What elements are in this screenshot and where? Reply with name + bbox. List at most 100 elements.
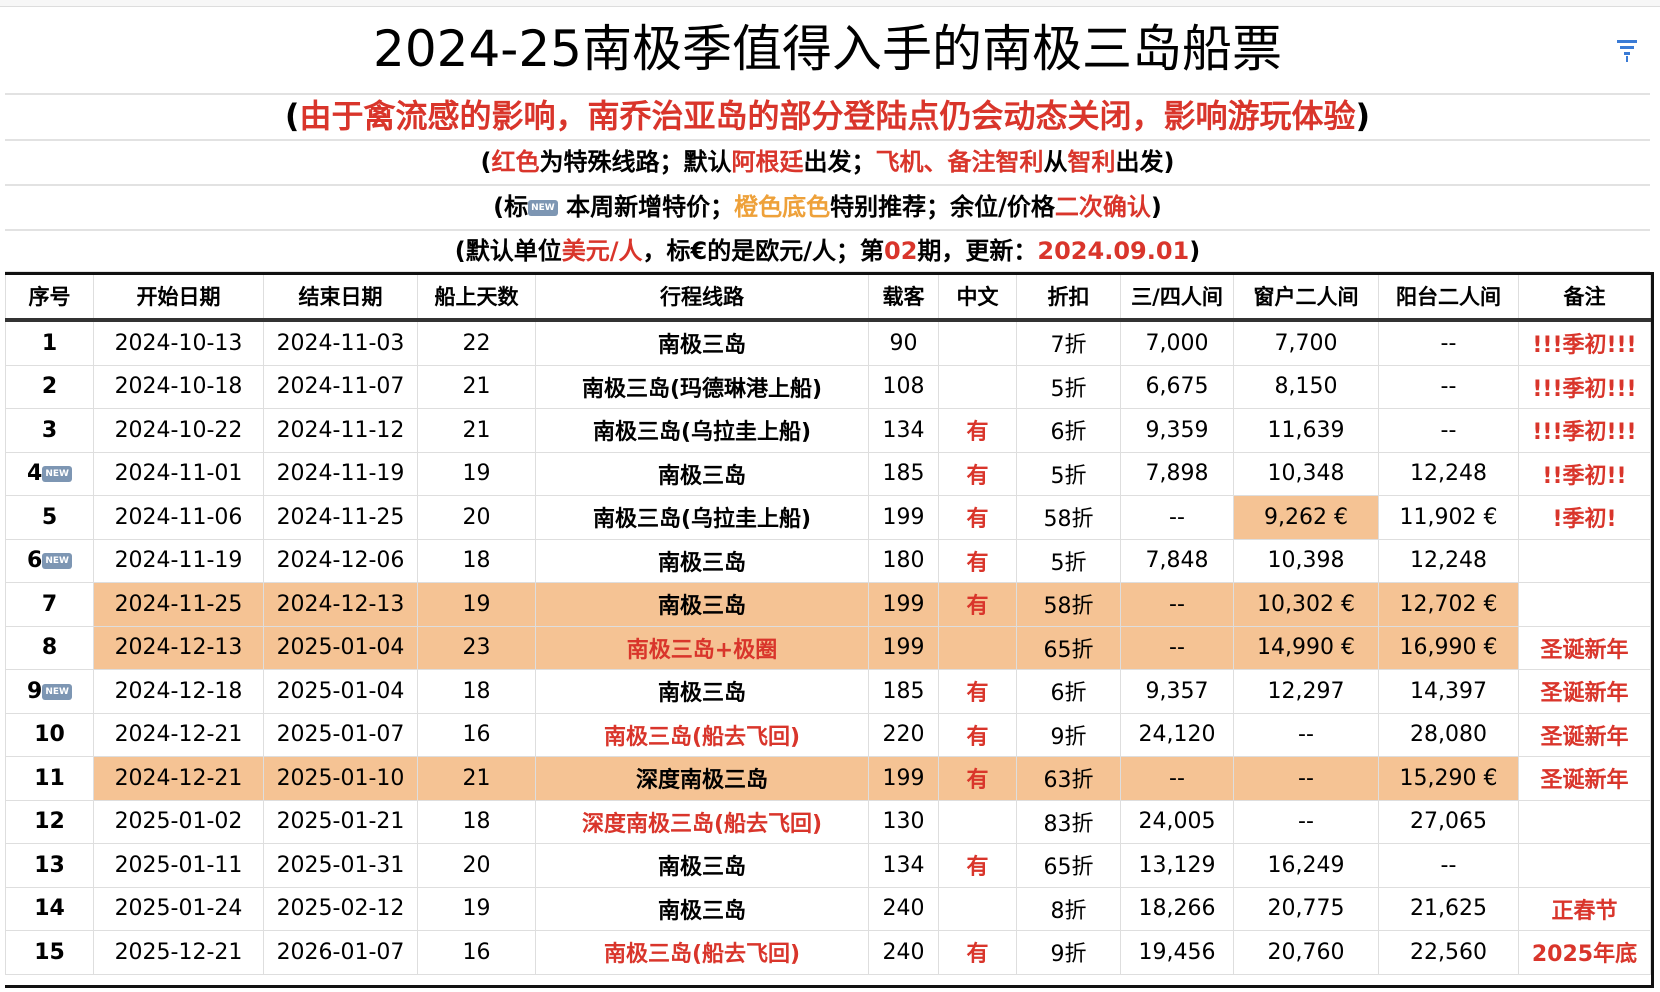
chinese-value: 有 (966, 550, 989, 576)
window-double-value: 10,348 (1267, 461, 1345, 487)
cell-chinese (938, 886, 1017, 931)
cell-remark (1518, 843, 1651, 888)
cell-quad-room: -- (1120, 495, 1234, 540)
bird-flu-text: 由于禽流感的影响，南乔治亚岛的部分登陆点仍会动态关闭，影响游玩体验 (299, 97, 1356, 135)
header-quad-room[interactable]: 三/四人间 (1120, 273, 1234, 322)
window-double-value: 20,775 (1267, 896, 1345, 922)
table-row[interactable]: 11 2024-12-21 2025-01-10 21 深度南极三岛 199 有 63折 -- -… (5, 756, 1651, 801)
cell-chinese: 有 (938, 495, 1017, 540)
end-date-value: 2025-01-07 (276, 722, 405, 748)
header-end-date[interactable]: 结束日期 (263, 273, 418, 322)
table-row[interactable]: 13 2025-01-11 2025-01-31 20 南极三岛 134 有 65折 13,12… (5, 843, 1651, 888)
no-value: 12 (34, 809, 65, 835)
end-date-value: 2024-11-03 (276, 330, 405, 356)
cell-passengers: 240 (868, 930, 939, 975)
table-header-row: 序号 开始日期 结束日期 船上天数 行程线路 载客 中文 折扣 三/四人间 窗户二人间 阳台二人间备… (5, 273, 1651, 322)
table-row[interactable]: 14 2025-01-24 2025-02-12 19 南极三岛 240 8折 18,266 2… (5, 886, 1651, 931)
passengers-value: 199 (882, 591, 925, 617)
cell-chinese (938, 364, 1017, 409)
cell-route: 南极三岛 (535, 843, 869, 888)
cell-days: 21 (417, 756, 536, 801)
cell-balcony-double: 12,702 € (1378, 582, 1519, 627)
days-value: 18 (462, 548, 491, 574)
table-row[interactable]: 1 2024-10-13 2024-11-03 22 南极三岛 90 7折 7,000 7,70… (5, 319, 1651, 366)
table-row[interactable]: 8 2024-12-13 2025-01-04 23 南极三岛+极圈 199 65折 -- 14… (5, 625, 1651, 670)
cell-window-double: -- (1233, 756, 1379, 801)
table-row[interactable]: 4 NEW 2024-11-01 2024-11-19 19 南极三岛 185 有 5折 7,89… (5, 451, 1651, 496)
header-days[interactable]: 船上天数 (417, 273, 536, 322)
cell-days: 19 (417, 886, 536, 931)
text: 橙色底色 (734, 193, 831, 221)
cell-chinese (938, 625, 1017, 670)
cell-balcony-double: 22,560 (1378, 930, 1519, 975)
chinese-value: 有 (966, 768, 989, 794)
cell-balcony-double: 16,990 € (1378, 625, 1519, 670)
table-row[interactable]: 7 2024-11-25 2024-12-13 19 南极三岛 199 有 58折 -- 10,3… (5, 582, 1651, 627)
text: ) (1189, 237, 1201, 265)
passengers-value: 199 (882, 765, 925, 791)
cell-window-double: -- (1233, 799, 1379, 844)
days-value: 22 (462, 330, 491, 356)
header-passengers[interactable]: 载客 (868, 273, 939, 322)
cell-discount: 65折 (1016, 625, 1121, 670)
header-no[interactable]: 序号 (5, 273, 94, 322)
table-row[interactable]: 12 2025-01-02 2025-01-21 18 深度南极三岛(船去飞回) 130 8… (5, 799, 1651, 844)
quad-room-value: 9,357 (1145, 678, 1209, 704)
table-row[interactable]: 15 2025-12-21 2026-01-07 16 南极三岛(船去飞回) 240 有 9折… (5, 930, 1651, 975)
cell-days: 19 (417, 451, 536, 496)
cell-end-date: 2025-01-10 (263, 756, 418, 801)
no-value: 6 (27, 548, 43, 574)
cell-window-double: 10,348 (1233, 451, 1379, 496)
table-row[interactable]: 2 2024-10-18 2024-11-07 21 南极三岛(玛德琳港上船) 108 5折… (5, 364, 1651, 409)
no-value: 5 (41, 504, 58, 530)
header-window-double[interactable]: 窗户二人间 (1233, 273, 1379, 322)
window-double-value: 11,639 (1267, 417, 1345, 443)
route-value: 南极三岛 (657, 333, 746, 359)
passengers-value: 199 (882, 504, 925, 530)
chinese-value: 有 (966, 681, 989, 707)
cell-balcony-double: 12,248 (1378, 538, 1519, 583)
cell-route: 南极三岛(乌拉圭上船) (535, 495, 869, 540)
no-value: 15 (34, 939, 65, 965)
header-discount[interactable]: 折扣 (1016, 273, 1121, 322)
table-row[interactable]: 6 NEW 2024-11-19 2024-12-06 18 南极三岛 180 有 5折 7,84… (5, 538, 1651, 583)
cell-start-date: 2025-01-11 (93, 843, 264, 888)
filter-icon[interactable] (1615, 38, 1639, 62)
text: 特别推荐；余位/价格 (830, 193, 1055, 221)
end-date-value: 2024-11-25 (276, 504, 405, 530)
cell-discount: 83折 (1016, 799, 1121, 844)
cell-end-date: 2024-11-03 (263, 319, 418, 366)
cell-quad-room: 9,357 (1120, 669, 1234, 714)
table-row[interactable]: 3 2024-10-22 2024-11-12 21 南极三岛(乌拉圭上船) 134 有 6折… (5, 408, 1651, 453)
header-start-date[interactable]: 开始日期 (93, 273, 264, 322)
cell-passengers: 199 (868, 756, 939, 801)
header-remark[interactable]: 备注 (1518, 273, 1651, 322)
window-double-value: -- (1298, 722, 1314, 748)
days-value: 16 (462, 939, 491, 965)
cell-end-date: 2024-11-25 (263, 495, 418, 540)
start-date-value: 2025-01-02 (114, 809, 243, 835)
quad-room-value: 7,898 (1145, 461, 1209, 487)
cell-route: 深度南极三岛(船去飞回) (535, 799, 869, 844)
days-value: 21 (462, 765, 491, 791)
cell-no: 2 (5, 364, 94, 409)
cell-quad-room: 19,456 (1120, 930, 1234, 975)
header-route[interactable]: 行程线路 (535, 273, 869, 322)
table-row[interactable]: 10 2024-12-21 2025-01-07 16 南极三岛(船去飞回) 220 有 9折… (5, 712, 1651, 757)
notice-legend-new: (标 NEW 本周新增特价；橙色底色特别推荐；余位/价格二次确认) (5, 186, 1650, 231)
cell-end-date: 2025-01-31 (263, 843, 418, 888)
window-double-value: 10,302 € (1257, 591, 1355, 617)
cell-discount: 65折 (1016, 843, 1121, 888)
table-row[interactable]: 9 NEW 2024-12-18 2025-01-04 18 南极三岛 185 有 6折 9,35… (5, 669, 1651, 714)
text: 期，更新： (917, 237, 1038, 265)
end-date-value: 2024-12-06 (276, 548, 405, 574)
start-date-value: 2024-11-19 (114, 548, 243, 574)
cell-discount: 7折 (1016, 319, 1121, 366)
cell-chinese (938, 319, 1017, 366)
header-balcony-double[interactable]: 阳台二人间 (1378, 273, 1519, 322)
cell-window-double: 20,760 (1233, 930, 1379, 975)
header-chinese[interactable]: 中文 (938, 273, 1017, 322)
table-row[interactable]: 5 2024-11-06 2024-11-25 20 南极三岛(乌拉圭上船) 199 有 58… (5, 495, 1651, 540)
cell-passengers: 130 (868, 799, 939, 844)
cell-no: 11 (5, 756, 94, 801)
